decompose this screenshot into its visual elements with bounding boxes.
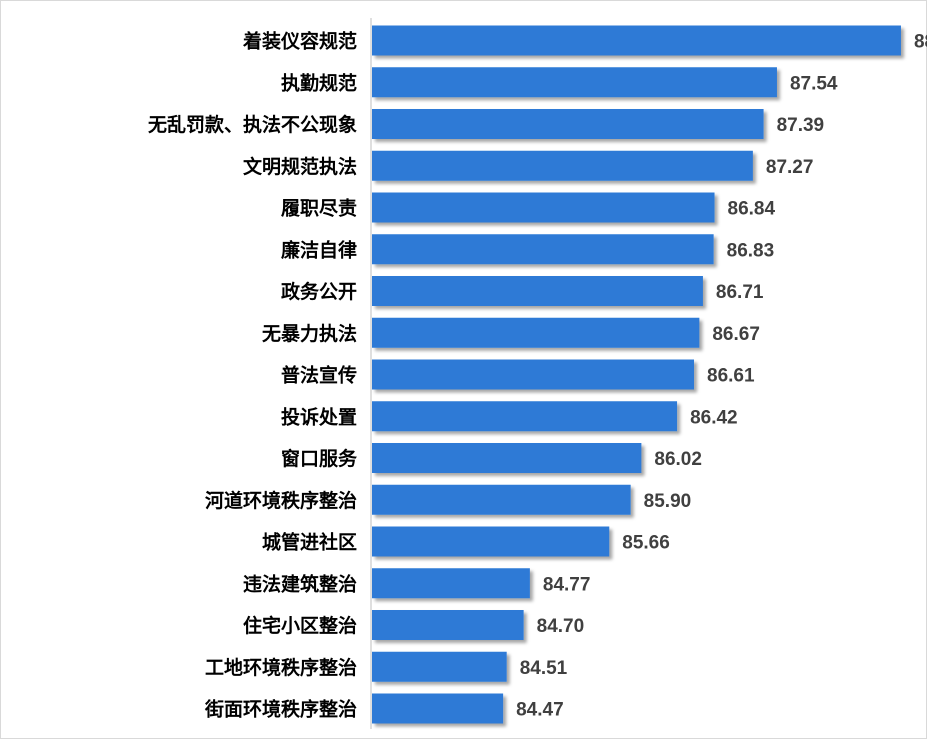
value-label: 84.77 [543, 574, 591, 595]
category-label: 无乱罚款、执法不公现象 [148, 113, 357, 136]
category-label: 着装仪容规范 [243, 30, 357, 53]
bar-0 [372, 25, 901, 56]
category-label: 违法建筑整治 [243, 572, 357, 595]
category-label: 普法宣传 [281, 364, 357, 387]
value-label: 86.42 [690, 407, 738, 428]
value-label: 86.02 [654, 449, 702, 470]
bar-14 [372, 610, 524, 640]
bar-8 [372, 359, 695, 390]
labels-layer: 着装仪容规范 88.93 执勤规范 87.54 无乱罚款、执法不公现象 87.39 文明规范… [148, 30, 927, 721]
category-label: 执勤规范 [281, 71, 357, 94]
value-label: 87.39 [777, 115, 825, 136]
bar-6 [372, 276, 703, 306]
category-label: 投诉处置 [281, 405, 357, 428]
category-label: 政务公开 [281, 280, 357, 303]
value-label: 84.70 [537, 616, 585, 637]
bar-4 [372, 192, 715, 223]
value-label: 85.90 [644, 491, 692, 512]
category-label: 无暴力执法 [262, 322, 357, 345]
bar-10 [372, 443, 642, 473]
category-label: 窗口服务 [281, 447, 358, 470]
category-label: 文明规范执法 [243, 155, 357, 178]
value-label: 87.27 [766, 157, 814, 178]
value-label: 86.71 [716, 282, 764, 303]
category-label: 河道环境秩序整治 [205, 489, 357, 512]
bar-7 [372, 317, 700, 348]
bar-13 [372, 568, 530, 599]
bar-11 [372, 484, 631, 515]
bar-16 [372, 693, 504, 724]
bar-3 [372, 150, 753, 181]
bar-15 [372, 651, 507, 682]
value-label: 87.54 [790, 73, 838, 94]
value-label: 85.66 [622, 533, 670, 554]
value-label: 86.83 [727, 240, 775, 261]
bar-2 [372, 109, 764, 139]
category-label: 住宅小区整治 [243, 614, 357, 637]
value-label: 84.51 [520, 658, 568, 679]
category-label: 城管进社区 [262, 531, 357, 554]
value-label: 86.84 [728, 199, 776, 220]
category-label: 街面环境秩序整治 [204, 698, 357, 721]
bar-9 [372, 401, 678, 432]
value-label: 86.67 [712, 324, 760, 345]
bar-5 [372, 234, 714, 265]
category-label: 工地环境秩序整治 [205, 656, 357, 679]
value-label: 84.47 [516, 700, 564, 721]
bar-12 [372, 526, 610, 557]
value-label: 86.61 [707, 366, 755, 387]
bars-layer [372, 25, 901, 724]
value-label: 88.93 [914, 32, 927, 53]
category-label: 廉洁自律 [281, 238, 357, 261]
category-label: 履职尽责 [281, 197, 357, 220]
bar-1 [372, 67, 777, 98]
